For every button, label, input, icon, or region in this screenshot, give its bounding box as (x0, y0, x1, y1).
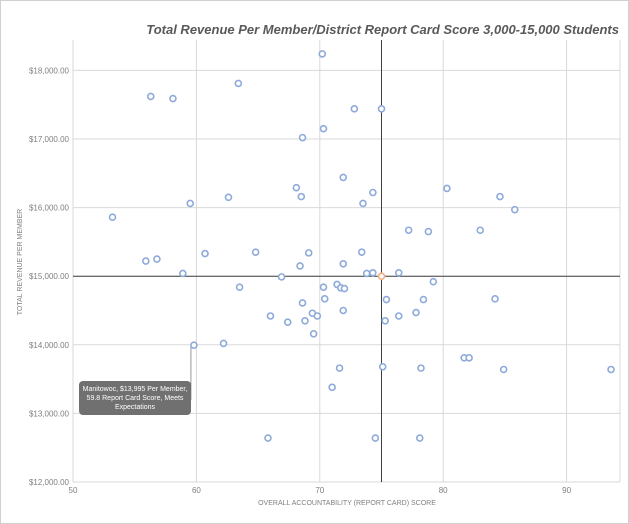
data-point (153, 255, 161, 263)
data-point (381, 316, 390, 325)
data-point (499, 365, 508, 374)
data-point (277, 273, 286, 281)
data-point (359, 199, 367, 208)
data-point (404, 226, 413, 235)
data-point (394, 312, 403, 320)
data-point (496, 192, 504, 201)
y-tick-label: $17,000.00 (29, 135, 70, 144)
data-point (419, 295, 428, 304)
data-point (424, 227, 433, 236)
data-point (264, 434, 272, 442)
data-point (320, 295, 329, 303)
data-points (108, 50, 615, 442)
data-point (476, 226, 485, 235)
data-point (369, 268, 377, 277)
data-point (328, 383, 336, 392)
data-point (304, 249, 313, 257)
data-point (298, 299, 307, 307)
data-point (319, 124, 328, 133)
reference-lines (73, 40, 620, 482)
data-point (340, 284, 349, 293)
data-point (412, 308, 420, 317)
data-point (298, 133, 307, 142)
data-point (266, 312, 275, 320)
data-point (429, 277, 438, 286)
data-point (301, 316, 309, 325)
data-point (283, 318, 292, 326)
x-axis-label: OVERALL ACCOUNTABILITY (REPORT CARD) SCO… (258, 500, 436, 507)
data-point (443, 184, 451, 193)
x-tick-label: 50 (69, 486, 78, 495)
data-point (169, 94, 177, 103)
data-point (335, 364, 344, 372)
data-point (251, 248, 260, 256)
data-point (339, 173, 348, 182)
y-tick-labels: $12,000.00 $13,000.00 $14,000.00 $15,000.00… (29, 66, 70, 487)
data-point (224, 193, 233, 202)
data-point (357, 248, 366, 256)
data-point (108, 213, 117, 222)
grid-lines (72, 40, 621, 483)
y-tick-label: $13,000.00 (29, 409, 70, 418)
x-tick-label: 80 (439, 486, 448, 495)
data-point (382, 295, 391, 304)
highlight-point (377, 272, 386, 281)
data-point (318, 50, 327, 58)
data-point (292, 183, 301, 192)
data-point (607, 365, 615, 374)
y-axis-label: TOTAL REVENUE PER MEMBER (17, 209, 24, 315)
data-point (219, 339, 228, 348)
y-tick-label: $16,000.00 (29, 204, 70, 213)
data-point (491, 295, 499, 303)
data-point (377, 105, 386, 113)
data-point (146, 92, 155, 101)
x-tick-label: 90 (562, 486, 571, 495)
data-point (339, 260, 348, 268)
annotation-callout: Manitowoc, $13,995 Per Member, 59.8 Repo… (79, 381, 191, 415)
data-point (234, 79, 243, 88)
y-tick-label: $14,000.00 (29, 341, 70, 350)
data-point (417, 364, 425, 372)
y-tick-label: $18,000.00 (29, 66, 70, 75)
x-tick-label: 70 (315, 486, 324, 495)
data-point (142, 257, 150, 265)
data-point (339, 306, 348, 315)
data-point (394, 268, 403, 277)
data-point (296, 262, 304, 270)
data-point (510, 205, 519, 214)
data-point (297, 192, 306, 201)
data-point (371, 434, 380, 442)
data-point (378, 362, 387, 371)
data-point (362, 269, 371, 278)
data-point (319, 283, 328, 291)
data-point (415, 434, 424, 442)
data-point (350, 105, 359, 113)
chart-title: Total Revenue Per Member/District Report… (146, 22, 619, 37)
data-point (465, 354, 473, 362)
y-tick-label: $12,000.00 (29, 478, 70, 487)
data-point (201, 249, 209, 258)
data-point (190, 341, 198, 349)
data-point (186, 199, 195, 208)
data-point (309, 330, 318, 338)
x-tick-label: 60 (192, 486, 201, 495)
y-tick-label: $15,000.00 (29, 272, 70, 281)
data-point (179, 269, 187, 278)
x-tick-labels: 50 60 70 80 90 (69, 486, 572, 495)
data-point (235, 283, 244, 291)
data-point (313, 312, 322, 320)
data-point (369, 188, 377, 197)
